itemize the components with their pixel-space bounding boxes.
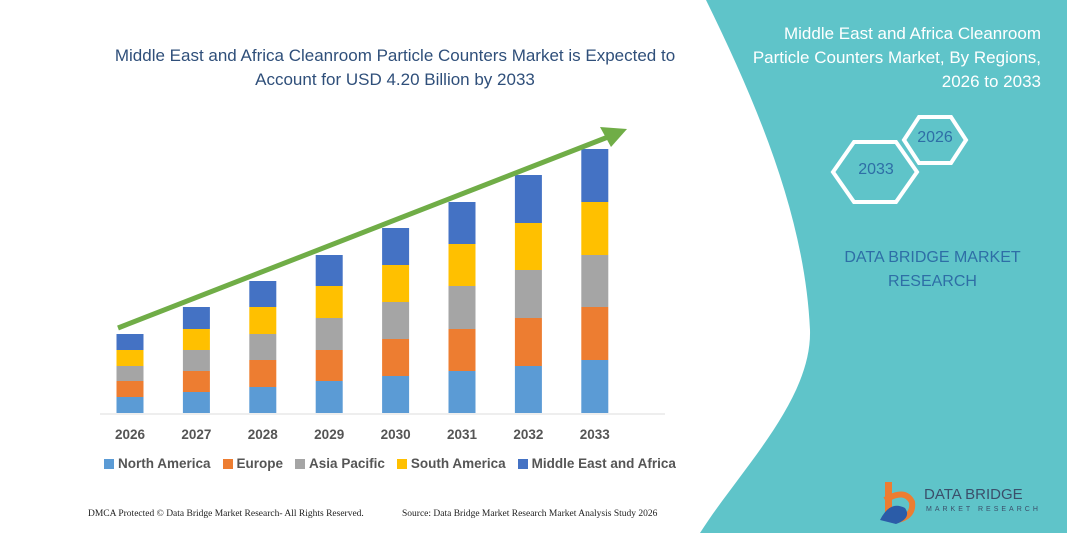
bar-segment-europe-2026 — [116, 381, 144, 397]
bar-segment-asia-pacific-2033 — [581, 255, 609, 307]
brand-text: DATA BRIDGE MARKET RESEARCH — [844, 249, 1021, 290]
hexagon-2026 — [901, 115, 969, 165]
bar-segment-north-america-2030 — [382, 376, 410, 413]
legend: North America Europe Asia Pacific South … — [104, 456, 676, 471]
x-tick-label: 2032 — [513, 427, 543, 442]
legend-swatch — [295, 458, 306, 469]
logo-name: DATA BRIDGE — [924, 486, 1023, 503]
bar-segment-asia-pacific-2030 — [382, 302, 410, 339]
x-tick-label: 2029 — [314, 427, 344, 442]
bar-segment-middle-east-and-africa-2033 — [581, 149, 609, 202]
legend-item: Middle East and Africa — [517, 456, 676, 471]
trend-arrow-line — [117, 134, 609, 331]
bar-segment-europe-2030 — [382, 339, 410, 376]
bar-segment-north-america-2031 — [448, 371, 476, 413]
legend-swatch — [104, 458, 114, 469]
bar-segment-europe-2031 — [448, 329, 476, 371]
legend-swatch — [396, 458, 407, 469]
x-tick-label: 2026 — [115, 427, 146, 442]
bar-segment-europe-2033 — [581, 307, 609, 360]
bar-segment-asia-pacific-2026 — [116, 366, 144, 381]
dmca-notice: DMCA Protected © Data Bridge Market Rese… — [88, 509, 364, 519]
hexagon-2033 — [830, 140, 920, 204]
bar-segment-south-america-2029 — [315, 286, 343, 318]
panel-title: Middle East and Africa Cleanroom Particl… — [752, 24, 1041, 91]
hex-label-2026: 2026 — [917, 129, 953, 146]
bar-segment-north-america-2032 — [514, 366, 542, 413]
legend-label: Asia Pacific — [309, 456, 385, 471]
bar-segment-europe-2027 — [182, 371, 210, 392]
bar-segment-south-america-2026 — [116, 350, 144, 366]
bar-segment-south-america-2027 — [182, 329, 210, 350]
bar-segment-north-america-2033 — [581, 360, 609, 413]
bar-segment-south-america-2031 — [448, 244, 476, 286]
chart-area: 2026 2027 2028 2029 2030 2031 2032 2033 — [100, 127, 665, 442]
white-curve — [690, 0, 811, 533]
bar-segment-south-america-2032 — [514, 223, 542, 270]
legend-label: Middle East and Africa — [531, 456, 676, 471]
bar-segment-middle-east-and-africa-2028 — [249, 281, 277, 307]
legend-item: Europe — [222, 456, 284, 471]
bar-segment-middle-east-and-africa-2032 — [514, 175, 542, 223]
x-tick-label: 2031 — [447, 427, 478, 442]
hex-label-2033: 2033 — [858, 161, 894, 178]
x-tick-label: 2030 — [381, 427, 411, 442]
legend-item: North America — [104, 456, 211, 471]
legend-swatch — [517, 458, 528, 469]
legend-swatch — [222, 458, 233, 469]
bar-segment-north-america-2028 — [249, 387, 277, 413]
bar-segment-north-america-2029 — [315, 381, 343, 413]
legend-label: South America — [410, 456, 506, 471]
bar-segment-middle-east-and-africa-2027 — [182, 307, 210, 329]
bar-segment-south-america-2028 — [249, 307, 277, 334]
bar-segment-south-america-2033 — [581, 202, 609, 255]
bar-segment-middle-east-and-africa-2026 — [116, 334, 144, 350]
logo-icon — [880, 482, 916, 524]
legend-label: Europe — [236, 456, 284, 471]
bar-segment-asia-pacific-2029 — [315, 318, 343, 350]
bar-segment-middle-east-and-africa-2031 — [448, 202, 476, 244]
x-tick-label: 2033 — [580, 427, 611, 442]
bar-segment-asia-pacific-2032 — [514, 270, 542, 318]
bar-segment-europe-2028 — [249, 360, 277, 387]
bar-segment-asia-pacific-2031 — [448, 286, 476, 329]
bar-segment-europe-2029 — [315, 350, 343, 381]
bar-segment-middle-east-and-africa-2029 — [315, 255, 343, 286]
bar-segment-middle-east-and-africa-2030 — [382, 228, 410, 265]
x-tick-label: 2028 — [248, 427, 279, 442]
x-tick-label: 2027 — [181, 427, 211, 442]
legend-item: South America — [396, 456, 506, 471]
bar-segment-europe-2032 — [514, 318, 542, 366]
trend-arrow-head — [600, 127, 627, 147]
bar-segment-north-america-2027 — [182, 392, 210, 413]
chart-title: Middle East and Africa Cleanroom Particl… — [114, 46, 676, 89]
bar-segment-asia-pacific-2027 — [182, 350, 210, 371]
bar-segment-north-america-2026 — [116, 397, 144, 413]
bar-segment-south-america-2030 — [382, 265, 410, 302]
legend-item: Asia Pacific — [295, 456, 385, 471]
source-note: Source: Data Bridge Market Research Mark… — [402, 509, 658, 519]
legend-label: North America — [118, 456, 211, 471]
logo-subtitle: MARKET RESEARCH — [926, 506, 1041, 513]
bar-segment-asia-pacific-2028 — [249, 334, 277, 360]
